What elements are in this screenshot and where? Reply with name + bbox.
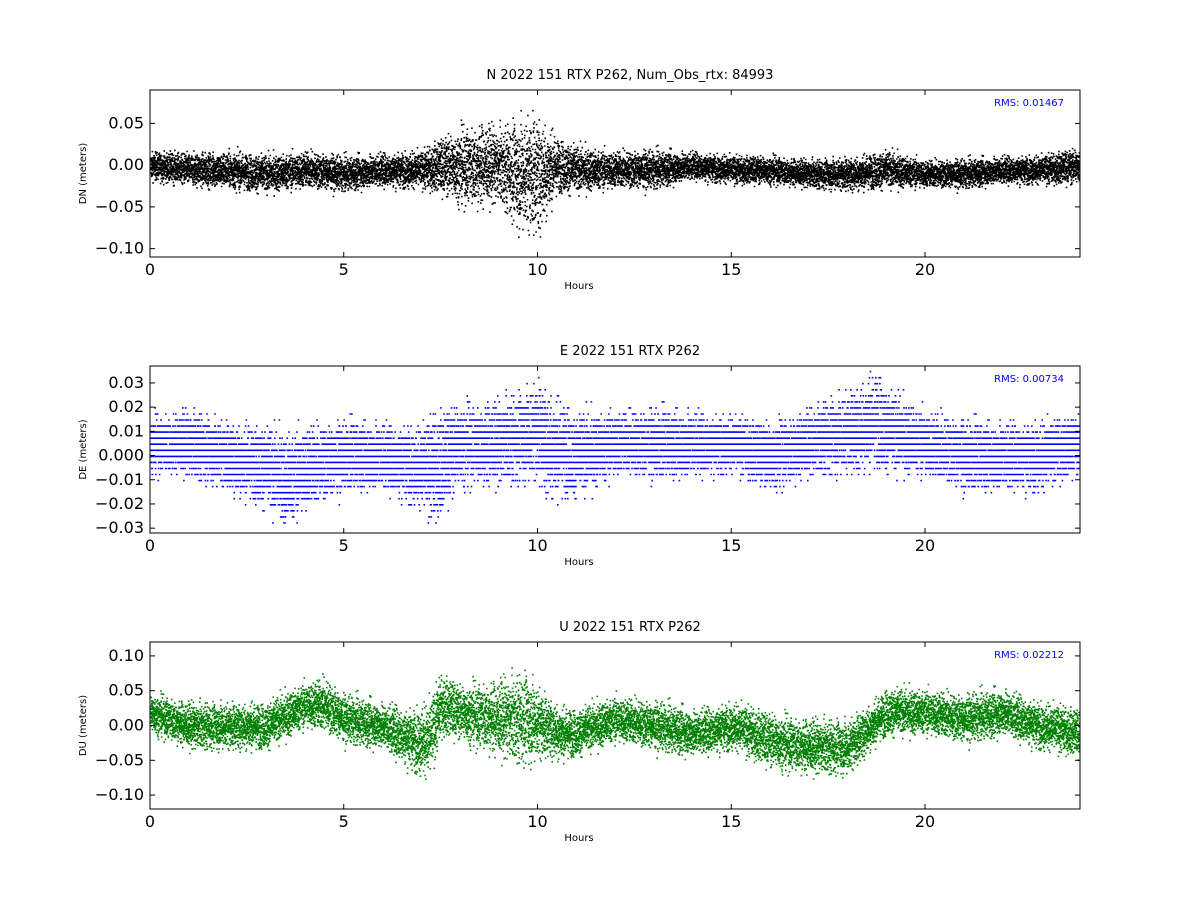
series-points-2 [150,667,1080,780]
y-tick-label: −0.05 [95,750,144,769]
y-tick-label: 0.02 [108,397,144,416]
x-tick-label: 0 [145,536,155,555]
y-tick-label: 0.03 [108,373,144,392]
y-tick-label: 0.05 [108,113,144,132]
rms-annotation: RMS: 0.01467 [994,98,1064,109]
panel-1: 0 5 10 15 20 −0.03 −0.02 −0.01 0.000 0.01 0.02 0.03… [78,344,1081,568]
x-tick-label: 0 [145,812,155,831]
x-tick-label: 20 [915,812,935,831]
x-tick-label: 10 [527,536,547,555]
y-tick-label: 0.01 [108,421,144,440]
y-tick-label: 0.10 [108,646,144,665]
panel-title: N 2022 151 RTX P262, Num_Obs_rtx: 84993 [487,68,774,83]
y-axis-label: DN (meters) [78,143,89,205]
rms-annotation: RMS: 0.00734 [994,374,1064,385]
y-tick-label: −0.01 [95,470,144,489]
y-tick-label: 0.05 [108,681,144,700]
y-tick-label: −0.03 [95,518,144,537]
panel-2: 0 5 10 15 20 −0.10 −0.05 0.00 0.05 0.10 U 2022 151… [78,620,1081,844]
series-points-1 [150,370,1080,524]
x-tick-label: 20 [915,536,935,555]
y-tick-label: −0.02 [95,494,144,513]
x-tick-label: 20 [915,260,935,279]
y-tick-label: 0.00 [108,155,144,174]
y-tick-label: −0.05 [95,197,144,216]
x-axis-label: Hours [564,281,593,292]
axes-frame [149,365,1081,534]
y-tick-label: −0.10 [95,785,144,804]
series-points-0 [150,109,1080,239]
x-tick-label: 15 [721,260,741,279]
x-tick-label: 15 [721,812,741,831]
x-tick-label: 0 [145,260,155,279]
x-axis-label: Hours [564,557,593,568]
panel-0: 0 5 10 15 20 −0.10 −0.05 0.00 0.05 N 2022 151 RTX… [78,68,1081,292]
x-tick-label: 5 [339,260,349,279]
x-tick-label: 10 [527,260,547,279]
y-tick-label: 0.000 [98,446,144,465]
x-tick-label: 5 [339,536,349,555]
x-tick-label: 5 [339,812,349,831]
y-axis-label: DU (meters) [78,695,89,756]
panel-title: U 2022 151 RTX P262 [559,620,701,635]
axes-frame [149,89,1081,258]
y-axis-label: DE (meters) [78,419,89,479]
panel-title: E 2022 151 RTX P262 [560,344,700,359]
rms-annotation: RMS: 0.02212 [994,650,1064,661]
x-tick-label: 15 [721,536,741,555]
y-tick-label: −0.10 [95,239,144,258]
x-axis-label: Hours [564,833,593,844]
x-tick-label: 10 [527,812,547,831]
y-tick-label: 0.00 [108,716,144,735]
